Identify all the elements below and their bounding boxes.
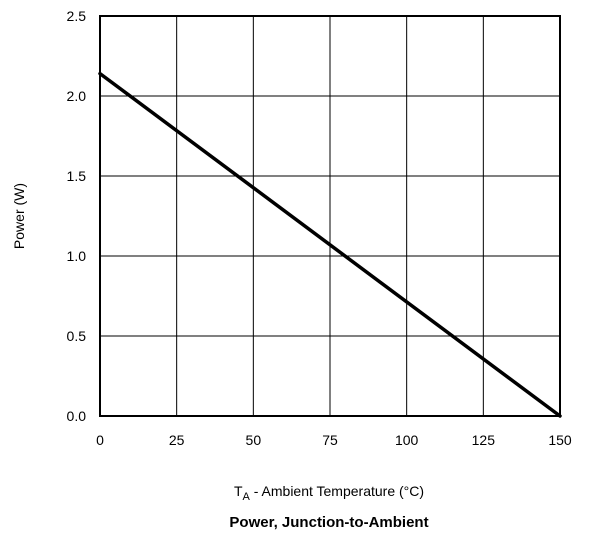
x-axis-label-subscript: A [243, 491, 251, 503]
x-tick-label: 25 [169, 432, 185, 448]
y-tick-label: 0.5 [67, 328, 87, 344]
x-tick-label: 150 [548, 432, 572, 448]
chart-caption: Power, Junction-to-Ambient [229, 514, 428, 531]
y-tick-labels: 0.0 0.5 1.0 1.5 2.0 2.5 [67, 8, 87, 424]
x-axis-label: TA - Ambient Temperature (°C) [234, 483, 424, 503]
y-tick-label: 2.5 [67, 8, 87, 24]
y-tick-label: 1.5 [67, 168, 87, 184]
series-group [98, 71, 562, 418]
x-axis-label-main: T [234, 483, 243, 499]
x-tick-labels: 0 25 50 75 100 125 150 [96, 432, 572, 448]
x-tick-label: 125 [472, 432, 496, 448]
x-tick-label: 0 [96, 432, 104, 448]
y-tick-label: 1.0 [67, 248, 87, 264]
y-tick-label: 2.0 [67, 88, 87, 104]
series-line [98, 71, 562, 418]
y-tick-label: 0.0 [67, 408, 87, 424]
x-tick-label: 50 [246, 432, 262, 448]
x-tick-label: 75 [322, 432, 338, 448]
x-axis-label-rest: - Ambient Temperature (°C) [250, 483, 424, 499]
plot-frame [99, 15, 561, 417]
grid-lines [100, 16, 560, 416]
y-axis-label: Power (W) [11, 183, 27, 249]
x-tick-label: 100 [395, 432, 419, 448]
